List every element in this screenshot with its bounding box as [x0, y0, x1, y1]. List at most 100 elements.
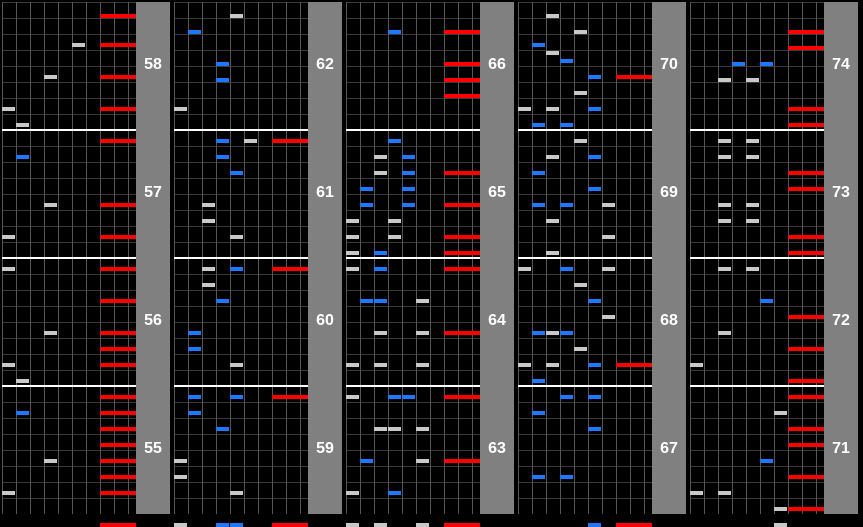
- white-key-note: [16, 378, 29, 383]
- scratch-note: [788, 426, 824, 431]
- blue-key-note: [532, 330, 545, 335]
- measure-divider: [346, 129, 480, 131]
- measure-divider: [690, 385, 824, 387]
- scratch-note: [444, 250, 480, 255]
- white-key-note: [44, 330, 57, 335]
- white-key-note: [230, 362, 243, 367]
- chart-column: 66 65 64 63: [346, 2, 515, 527]
- scratch-note: [444, 30, 480, 34]
- measure-number: 73: [832, 184, 850, 201]
- blue-key-note: [388, 138, 401, 143]
- scratch-note: [444, 330, 480, 335]
- blue-key-note: [760, 458, 773, 463]
- white-key-note: [690, 490, 703, 495]
- measure-number-strip: [652, 2, 686, 514]
- blue-key-note: [230, 170, 243, 175]
- measure-number-strip: [480, 2, 514, 514]
- white-key-note: [774, 506, 787, 511]
- scratch-note: [100, 298, 136, 303]
- white-key-note: [346, 522, 359, 527]
- blue-key-note: [560, 330, 573, 335]
- scratch-note: [788, 506, 824, 511]
- measure-number: 69: [660, 184, 678, 201]
- scratch-note: [100, 362, 136, 367]
- measure-number: 74: [832, 56, 850, 73]
- white-key-note: [416, 426, 429, 431]
- chart-column: 58 57 56 55: [2, 2, 171, 527]
- measure-number: 57: [144, 184, 162, 201]
- white-key-note: [202, 218, 215, 223]
- scratch-note: [100, 106, 136, 111]
- blue-key-note: [532, 170, 545, 175]
- white-key-note: [374, 330, 387, 335]
- scratch-note: [444, 202, 480, 207]
- scratch-note: [788, 474, 824, 479]
- scratch-note: [788, 122, 824, 127]
- blue-key-note: [560, 474, 573, 479]
- white-key-note: [574, 90, 587, 95]
- measure-divider: [174, 385, 308, 387]
- white-key-note: [518, 106, 531, 111]
- white-key-note: [546, 14, 559, 18]
- white-key-note: [2, 362, 15, 367]
- scratch-note: [788, 378, 824, 383]
- scratch-note: [100, 330, 136, 335]
- blue-key-note: [216, 522, 229, 527]
- white-key-note: [44, 458, 57, 463]
- blue-key-note: [588, 298, 601, 303]
- white-key-note: [416, 362, 429, 367]
- scratch-note: [444, 62, 480, 66]
- blue-key-note: [732, 62, 745, 66]
- blue-key-note: [560, 394, 573, 399]
- measure-divider: [174, 257, 308, 259]
- scratch-note: [100, 458, 136, 463]
- scratch-note: [100, 426, 136, 431]
- white-key-note: [574, 282, 587, 287]
- white-key-note: [72, 42, 85, 47]
- white-key-note: [346, 490, 359, 495]
- measure-divider: [690, 257, 824, 259]
- blue-key-note: [560, 202, 573, 207]
- white-key-note: [16, 122, 29, 127]
- blue-key-note: [188, 330, 201, 335]
- white-key-note: [746, 218, 759, 223]
- measure-divider: [2, 129, 136, 131]
- scratch-note: [100, 74, 136, 79]
- white-key-note: [746, 78, 759, 82]
- measure-number: 67: [660, 440, 678, 457]
- measure-number: 56: [144, 312, 162, 329]
- scratch-note: [272, 522, 308, 527]
- measure-number: 72: [832, 312, 850, 329]
- white-key-note: [174, 106, 187, 111]
- white-key-note: [718, 266, 731, 271]
- white-key-note: [346, 218, 359, 223]
- white-key-note: [230, 490, 243, 495]
- measure-number: 66: [488, 56, 506, 73]
- measure-number: 58: [144, 56, 162, 73]
- scratch-note: [100, 522, 136, 527]
- white-key-note: [388, 218, 401, 223]
- measure-divider: [690, 129, 824, 131]
- scratch-note: [444, 170, 480, 175]
- blue-key-note: [588, 394, 601, 399]
- scratch-note: [444, 78, 480, 82]
- blue-key-note: [360, 186, 373, 191]
- white-key-note: [374, 170, 387, 175]
- blue-key-note: [374, 298, 387, 303]
- scratch-note: [788, 234, 824, 239]
- blue-key-note: [402, 170, 415, 175]
- white-key-note: [718, 218, 731, 223]
- white-key-note: [346, 266, 359, 271]
- measure-number-strip: [136, 2, 170, 514]
- white-key-note: [202, 266, 215, 271]
- blue-key-note: [216, 426, 229, 431]
- measure-divider: [346, 257, 480, 259]
- white-key-note: [718, 138, 731, 143]
- measure-divider: [174, 129, 308, 131]
- blue-key-note: [230, 266, 243, 271]
- white-key-note: [546, 362, 559, 367]
- blue-key-note: [532, 378, 545, 383]
- scratch-note: [100, 394, 136, 399]
- blue-key-note: [388, 490, 401, 495]
- white-key-note: [388, 426, 401, 431]
